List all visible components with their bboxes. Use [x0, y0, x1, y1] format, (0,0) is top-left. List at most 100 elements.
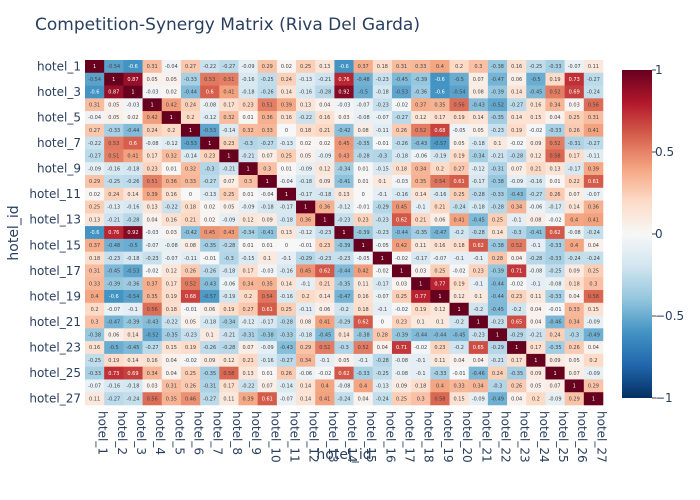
heatmap-cell[interactable]	[180, 98, 201, 112]
heatmap-cell[interactable]	[487, 98, 508, 112]
heatmap-cell[interactable]	[468, 264, 489, 278]
heatmap-cell[interactable]	[583, 162, 604, 176]
heatmap-cell[interactable]	[315, 392, 335, 406]
heatmap-cell[interactable]	[123, 200, 143, 214]
heatmap-cell[interactable]	[487, 123, 508, 137]
heatmap-cell[interactable]	[85, 328, 105, 342]
heatmap-cell[interactable]	[353, 328, 374, 342]
heatmap-cell[interactable]	[391, 277, 412, 291]
heatmap-cell[interactable]	[583, 302, 604, 316]
heatmap-cell[interactable]	[372, 238, 393, 252]
heatmap-cell[interactable]	[104, 315, 124, 329]
heatmap-cell[interactable]	[449, 353, 470, 367]
heatmap-cell[interactable]	[315, 213, 335, 227]
heatmap-cell[interactable]	[257, 315, 278, 329]
heatmap-cell[interactable]	[372, 175, 393, 189]
heatmap-cell[interactable]	[276, 302, 297, 316]
heatmap-cell[interactable]	[296, 60, 316, 74]
heatmap-cell[interactable]	[219, 264, 239, 278]
heatmap-cell[interactable]	[238, 341, 258, 355]
heatmap-cell[interactable]	[123, 302, 143, 316]
heatmap-cell[interactable]	[372, 136, 393, 150]
heatmap-cell[interactable]	[85, 353, 105, 367]
heatmap-cell[interactable]	[468, 290, 489, 304]
heatmap-cell[interactable]	[238, 136, 258, 150]
heatmap-cell[interactable]	[296, 315, 316, 329]
heatmap-cell[interactable]	[391, 302, 412, 316]
heatmap-cell[interactable]	[142, 213, 163, 227]
heatmap-cell[interactable]	[85, 238, 105, 252]
heatmap-cell[interactable]	[526, 341, 546, 355]
heatmap-cell[interactable]	[315, 302, 335, 316]
heatmap-cell[interactable]	[315, 226, 335, 240]
heatmap-cell[interactable]	[430, 328, 450, 342]
heatmap-cell[interactable]	[123, 60, 143, 74]
heatmap-cell[interactable]	[180, 277, 201, 291]
heatmap-cell[interactable]	[391, 392, 412, 406]
heatmap-cell[interactable]	[545, 72, 565, 86]
heatmap-cell[interactable]	[526, 123, 546, 137]
heatmap-cell[interactable]	[142, 290, 163, 304]
heatmap-cell[interactable]	[161, 226, 182, 240]
heatmap-cell[interactable]	[85, 162, 105, 176]
heatmap-cell[interactable]	[545, 238, 565, 252]
heatmap-cell[interactable]	[449, 277, 470, 291]
heatmap-cell[interactable]	[391, 315, 412, 329]
heatmap-cell[interactable]	[85, 136, 105, 150]
heatmap-cell[interactable]	[411, 264, 431, 278]
heatmap-cell[interactable]	[104, 175, 124, 189]
heatmap-cell[interactable]	[161, 251, 182, 265]
heatmap-cell[interactable]	[468, 251, 489, 265]
heatmap-cell[interactable]	[487, 226, 508, 240]
heatmap-cell[interactable]	[430, 251, 450, 265]
heatmap-cell[interactable]	[353, 290, 374, 304]
heatmap-cell[interactable]	[487, 328, 508, 342]
heatmap-cell[interactable]	[526, 187, 546, 201]
heatmap-cell[interactable]	[315, 366, 335, 380]
heatmap-cell[interactable]	[564, 353, 585, 367]
heatmap-cell[interactable]	[526, 277, 546, 291]
heatmap-cell[interactable]	[296, 123, 316, 137]
heatmap-cell[interactable]	[353, 136, 374, 150]
heatmap-cell[interactable]	[296, 277, 316, 291]
heatmap-cell[interactable]	[411, 123, 431, 137]
heatmap-cell[interactable]	[104, 187, 124, 201]
heatmap-cell[interactable]	[104, 60, 124, 74]
heatmap-cell[interactable]	[296, 98, 316, 112]
heatmap-cell[interactable]	[180, 85, 201, 99]
heatmap-cell[interactable]	[545, 353, 565, 367]
heatmap-cell[interactable]	[430, 392, 450, 406]
heatmap-cell[interactable]	[353, 392, 374, 406]
heatmap-cell[interactable]	[411, 60, 431, 74]
heatmap-cell[interactable]	[85, 111, 105, 125]
heatmap-cell[interactable]	[353, 302, 374, 316]
heatmap-cell[interactable]	[526, 379, 546, 393]
heatmap-cell[interactable]	[200, 187, 220, 201]
heatmap-cell[interactable]	[334, 111, 354, 125]
heatmap-cell[interactable]	[296, 85, 316, 99]
heatmap-cell[interactable]	[296, 341, 316, 355]
heatmap-cell[interactable]	[507, 226, 527, 240]
heatmap-cell[interactable]	[391, 98, 412, 112]
heatmap-cell[interactable]	[238, 251, 258, 265]
heatmap-cell[interactable]	[583, 264, 604, 278]
heatmap-cell[interactable]	[238, 353, 258, 367]
heatmap-cell[interactable]	[276, 149, 297, 163]
heatmap-cell[interactable]	[430, 290, 450, 304]
heatmap-cell[interactable]	[334, 290, 354, 304]
heatmap-cell[interactable]	[468, 175, 489, 189]
heatmap-cell[interactable]	[468, 149, 489, 163]
heatmap-cell[interactable]	[583, 290, 604, 304]
heatmap-cell[interactable]	[142, 315, 163, 329]
heatmap-cell[interactable]	[142, 341, 163, 355]
heatmap-cell[interactable]	[391, 379, 412, 393]
heatmap-cell[interactable]	[507, 328, 527, 342]
heatmap-cell[interactable]	[257, 264, 278, 278]
heatmap-cell[interactable]	[430, 149, 450, 163]
heatmap-cell[interactable]	[353, 315, 374, 329]
heatmap-cell[interactable]	[353, 175, 374, 189]
heatmap-cell[interactable]	[104, 149, 124, 163]
heatmap-cell[interactable]	[391, 72, 412, 86]
heatmap-cell[interactable]	[296, 379, 316, 393]
heatmap-cell[interactable]	[180, 238, 201, 252]
